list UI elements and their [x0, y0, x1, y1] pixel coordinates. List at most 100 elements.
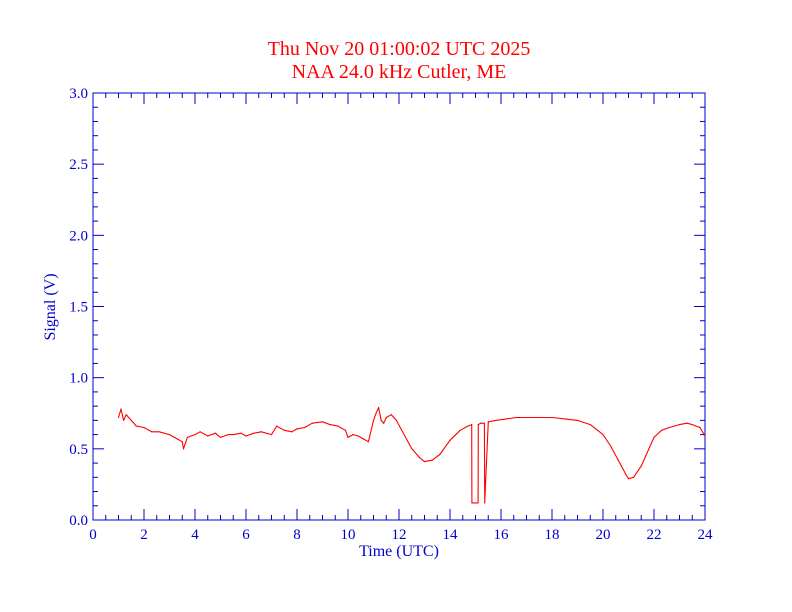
data-point [240, 432, 242, 434]
data-point [484, 502, 486, 504]
data-point [117, 416, 120, 419]
data-point [505, 418, 507, 420]
data-point [120, 408, 122, 410]
series-layer [117, 406, 706, 504]
data-point [633, 476, 635, 478]
data-point [471, 502, 473, 504]
data-point [378, 406, 380, 409]
data-point [296, 428, 298, 430]
x-tick-label: 2 [140, 527, 148, 543]
data-point [423, 461, 426, 463]
data-point [207, 435, 209, 437]
data-point [304, 426, 306, 429]
data-point [411, 448, 413, 450]
data-point [538, 416, 540, 419]
chart-subtitle: NAA 24.0 kHz Cutler, ME [292, 61, 507, 83]
data-point [135, 425, 137, 427]
data-point [383, 422, 385, 424]
data-point [270, 434, 273, 436]
data-point [283, 429, 285, 431]
data-point [125, 414, 127, 416]
data-point [699, 426, 701, 429]
data-point [227, 434, 229, 436]
data-point [311, 422, 313, 424]
x-tick-label: 14 [443, 527, 459, 543]
data-point [367, 441, 369, 443]
data-point [439, 453, 441, 456]
data-point [276, 425, 278, 427]
data-point [352, 434, 354, 436]
data-point [168, 434, 171, 436]
y-tick-label: 2.0 [69, 228, 88, 244]
data-point [431, 459, 433, 461]
data-point [515, 416, 517, 419]
axis-ticks [92, 92, 706, 521]
data-point [668, 426, 670, 429]
y-tick-label: 0.5 [69, 442, 88, 458]
x-tick-label: 20 [596, 527, 611, 543]
data-point [260, 431, 262, 433]
data-point [176, 438, 178, 440]
data-point [678, 424, 681, 426]
data-point [653, 436, 655, 439]
data-point [194, 434, 196, 436]
data-point [395, 419, 398, 421]
data-point [648, 448, 650, 450]
data-point [151, 431, 153, 433]
data-point [380, 419, 382, 421]
x-tick-label: 4 [191, 527, 199, 543]
x-tick-label: 0 [89, 527, 97, 543]
axis-tick-labels: 0 2 4 6 8 10 12 14 16 18 20 22 240.00.51.01.52.02.53… [69, 86, 713, 543]
data-point [130, 419, 132, 421]
data-point [375, 412, 377, 414]
y-axis-label: Signal (V) [42, 273, 59, 340]
y-tick-label: 0.0 [69, 513, 88, 529]
x-tick-label: 10 [341, 527, 356, 543]
data-point [467, 425, 469, 427]
data-point [576, 419, 579, 421]
x-tick-label: 24 [698, 527, 714, 543]
y-tick-label: 2.5 [69, 157, 88, 173]
data-point [564, 418, 566, 420]
data-point [291, 431, 293, 433]
data-point [471, 424, 473, 426]
data-point [372, 419, 375, 421]
x-tick-label: 16 [494, 527, 510, 543]
data-point [625, 473, 627, 476]
data-point [337, 425, 339, 427]
data-point [362, 438, 364, 440]
y-tick-label: 3.0 [69, 86, 88, 102]
data-point [640, 465, 642, 467]
data-point [589, 424, 591, 426]
data-point [610, 445, 612, 447]
data-point [321, 421, 324, 423]
data-point [357, 435, 359, 437]
data-point [661, 429, 663, 431]
data-point [495, 419, 497, 421]
data-point [602, 434, 604, 436]
data-point [449, 439, 451, 441]
signal-series-line [117, 407, 706, 504]
data-point [123, 419, 125, 421]
data-point [551, 416, 553, 419]
data-point [704, 435, 706, 437]
data-point [525, 416, 528, 419]
data-point [487, 421, 489, 423]
data-point [245, 435, 247, 437]
data-point [477, 424, 479, 426]
data-point [214, 432, 216, 434]
data-point [253, 432, 255, 434]
data-point [480, 422, 482, 424]
data-point [418, 456, 420, 458]
data-point [182, 448, 185, 450]
data-point [691, 424, 693, 426]
data-point [199, 431, 201, 433]
data-point [232, 434, 234, 436]
data-point [483, 422, 486, 424]
y-tick-label: 1.5 [69, 300, 88, 316]
data-point [385, 416, 387, 419]
x-tick-label: 18 [545, 527, 560, 543]
x-tick-label: 22 [647, 527, 662, 543]
